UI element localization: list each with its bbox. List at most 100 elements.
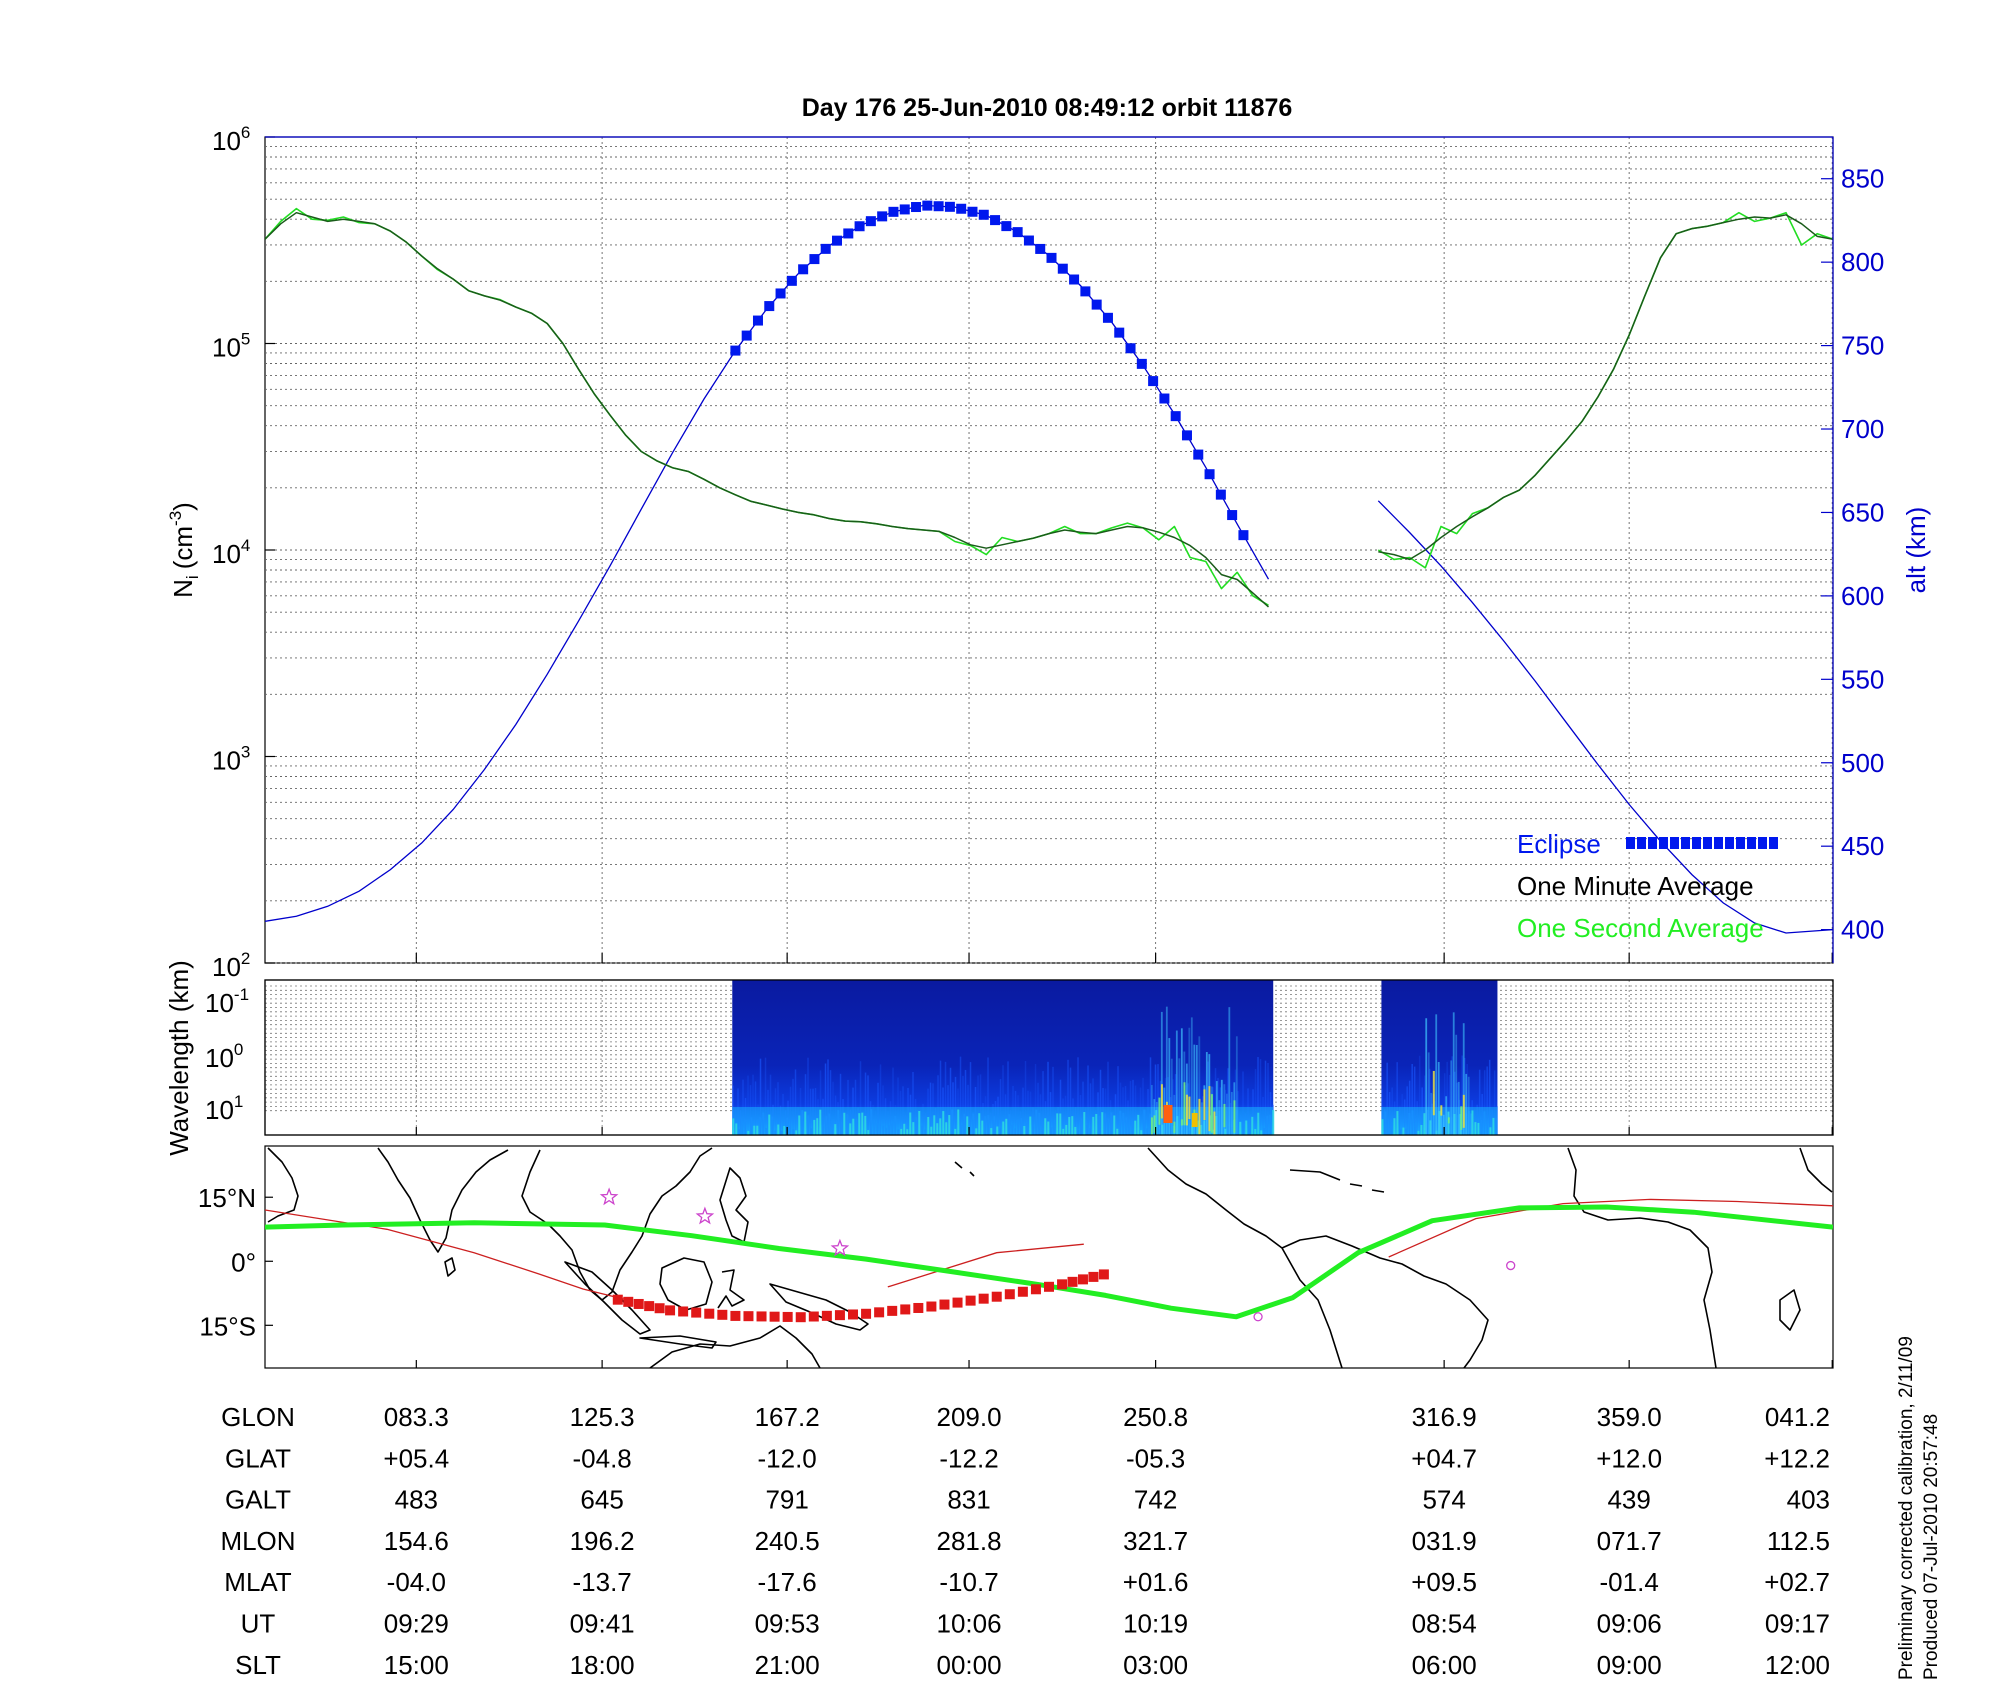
coastline-madagascar <box>1779 1289 1801 1331</box>
spectrogram-hot-streak <box>1462 1094 1465 1128</box>
spectrogram-band-streak <box>1266 1115 1269 1135</box>
spectrogram-hot-streak <box>1160 1084 1163 1119</box>
map-eclipse-marker <box>821 1310 832 1321</box>
map-eclipse-marker <box>1077 1274 1088 1285</box>
legend-eclipse-square <box>1637 837 1646 849</box>
spectrogram-band-streak <box>1002 1121 1005 1135</box>
legend-eclipse-square <box>1659 837 1668 849</box>
eclipse-marker <box>922 200 933 211</box>
spectrogram-streak <box>859 1061 862 1135</box>
spectrogram-intense-streak <box>1155 1101 1158 1135</box>
spectrogram-band-streak <box>1119 1110 1122 1135</box>
table-cell: 316.9 <box>1412 1402 1477 1432</box>
eclipse-marker <box>1136 358 1147 369</box>
spectrogram-band-streak <box>1260 1130 1263 1135</box>
spectrogram-band-streak <box>1399 1129 1402 1135</box>
map-eclipse-marker <box>1004 1289 1015 1300</box>
altitude-y-tick-label: 750 <box>1841 331 1884 361</box>
spectrogram-band-streak <box>1396 1111 1399 1135</box>
table-cell: +04.7 <box>1411 1443 1477 1473</box>
spectrogram-band-streak <box>780 1130 783 1135</box>
eclipse-marker <box>1181 430 1192 441</box>
spectrogram-band-streak <box>894 1115 897 1135</box>
spectrogram-band-streak <box>849 1123 852 1135</box>
tick-base: 10 <box>212 952 241 982</box>
map-eclipse-marker <box>1088 1271 1099 1282</box>
spectrogram-band-streak <box>816 1118 819 1135</box>
spectrogram-streak <box>1448 1074 1451 1135</box>
legend-eclipse-square <box>1747 837 1756 849</box>
coastline-hawaii <box>954 1161 975 1177</box>
spectrogram-band-streak <box>984 1116 987 1135</box>
density-y-label: Ni (cm-3) <box>166 502 202 598</box>
eclipse-marker <box>899 204 910 215</box>
eclipse-marker <box>1114 327 1125 338</box>
tick-exponent: 4 <box>241 536 250 555</box>
spectrogram-band-streak <box>1236 1109 1239 1135</box>
eclipse-marker <box>1069 274 1080 285</box>
altitude-y-tick-label: 450 <box>1841 831 1884 861</box>
spectrogram-band-streak <box>1429 1120 1432 1135</box>
spectrogram-band-streak <box>1218 1110 1221 1135</box>
spectrogram-y-tick-label: 100 <box>205 1040 243 1073</box>
spectrogram-band-streak <box>783 1126 786 1135</box>
spectrogram-streak <box>819 1070 822 1135</box>
spectrogram-streak <box>1077 1057 1079 1135</box>
spectrogram-band-streak <box>1471 1110 1474 1135</box>
spectrogram-band-streak <box>1050 1127 1053 1135</box>
spectrogram-streak <box>1478 1069 1481 1135</box>
spectrogram-hot-streak <box>1210 1094 1213 1133</box>
spectrogram-band-streak <box>1170 1114 1173 1135</box>
map-eclipse-marker <box>678 1306 689 1317</box>
spectrogram-intense-streak <box>1175 1030 1178 1135</box>
table-cell: 321.7 <box>1123 1526 1188 1556</box>
chart-title: Day 176 25-Jun-2010 08:49:12 orbit 11876 <box>802 94 1293 122</box>
map-eclipse-marker <box>965 1295 976 1306</box>
spectrogram-intense-streak <box>1220 1079 1223 1135</box>
spectrogram-streak <box>912 1071 914 1135</box>
eclipse-marker <box>786 275 797 286</box>
spectrogram-streak <box>1259 1059 1262 1135</box>
eclipse-marker <box>1102 312 1113 323</box>
spectrogram-band-streak <box>735 1123 738 1135</box>
coastline-south-america <box>1281 1235 1489 1368</box>
spectrogram-band-streak <box>1092 1116 1095 1135</box>
spectrogram-band-streak <box>852 1118 855 1135</box>
spectrogram-band-streak <box>1489 1127 1492 1135</box>
one-minute-average-line-segment-1 <box>265 211 1269 608</box>
spectrogram-band-streak <box>822 1125 825 1135</box>
spectrogram-streak <box>939 1060 942 1135</box>
map-eclipse-marker <box>913 1302 924 1313</box>
eclipse-marker <box>843 228 854 239</box>
eclipse-marker <box>990 215 1001 226</box>
legend-eclipse-square <box>1648 837 1657 849</box>
table-cell: 125.3 <box>570 1402 635 1432</box>
table-cell: 15:00 <box>384 1650 449 1680</box>
map-eclipse-marker <box>633 1298 644 1309</box>
spectrogram-band-streak <box>753 1125 756 1135</box>
spectrogram-band-streak <box>1417 1130 1420 1135</box>
eclipse-marker <box>1204 469 1215 480</box>
altitude-y-tick-labels: 850 800 750 700 650 600 550 500 450 400 <box>1821 164 1884 945</box>
spectrogram-band-streak <box>840 1124 843 1135</box>
spectrogram-band-streak <box>1098 1115 1101 1135</box>
density-y-tick-label: 106 <box>212 123 250 156</box>
table-cell: +05.4 <box>383 1443 449 1473</box>
spectrogram-band-streak <box>1053 1119 1056 1135</box>
table-cell: 071.7 <box>1597 1526 1662 1556</box>
spectrogram-hot-streak <box>1213 1111 1216 1135</box>
spectrogram-band-streak <box>741 1122 744 1135</box>
spectrogram-intense-streak <box>1230 1091 1233 1135</box>
altitude-y-tick-label: 700 <box>1841 414 1884 444</box>
spectrogram-band-streak <box>879 1123 882 1135</box>
density-y-label-unit: (cm <box>168 526 198 569</box>
spectrogram-intense-streak <box>1195 1044 1198 1135</box>
spectrogram-band-streak <box>1080 1118 1083 1135</box>
spectrogram-y-tick-label: 101 <box>205 1092 243 1125</box>
density-y-label-exp: -3 <box>166 511 185 526</box>
spectrogram-band-streak <box>1062 1128 1065 1135</box>
spectrogram-band-streak <box>813 1119 816 1135</box>
spectrogram-streak <box>764 1057 767 1135</box>
spectrogram-band-streak <box>915 1117 918 1135</box>
